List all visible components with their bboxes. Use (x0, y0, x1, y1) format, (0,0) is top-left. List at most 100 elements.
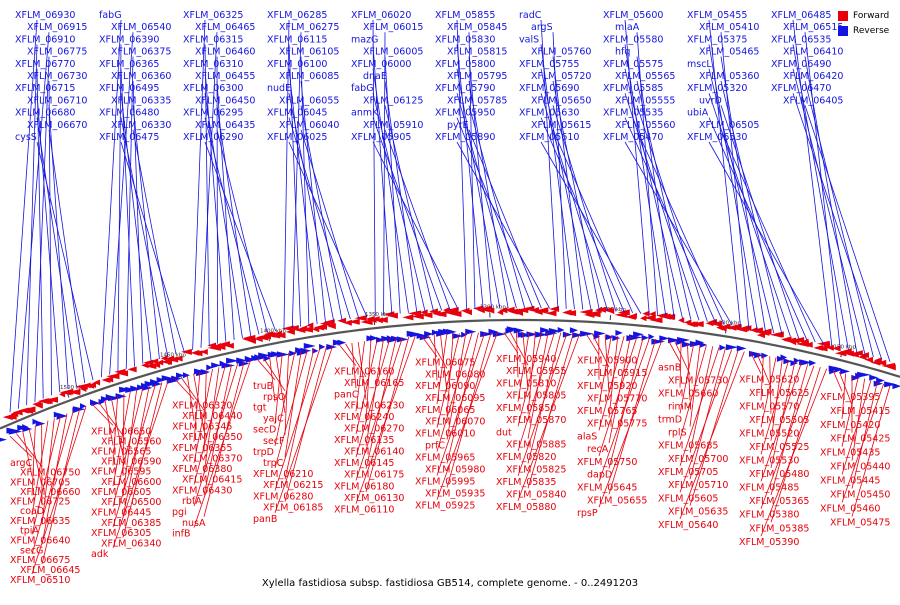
forward-gene-label: XFLM_06185 (263, 503, 323, 514)
reverse-gene-label: XFLM_06770 (15, 59, 75, 70)
reverse-gene-label: XFLM_06295 (183, 108, 243, 119)
forward-gene-label: XFLM_06430 (172, 485, 232, 496)
reverse-leader-line (457, 142, 550, 308)
forward-gene-label: XFLM_06075 (415, 358, 475, 369)
forward-gene-label: XFLM_05460 (820, 504, 880, 515)
forward-gene-label: prfC (425, 441, 445, 452)
reverse-gene-arrow (277, 352, 289, 358)
forward-gene-label: XFLM_05660 (658, 388, 718, 399)
reverse-gene-arrow (726, 344, 738, 350)
reverse-gene-label: XFLM_05565 (615, 71, 675, 82)
reverse-gene-label: XFLM_06020 (351, 10, 411, 21)
reverse-gene-label: XFLM_05890 (435, 132, 495, 143)
reverse-gene-arrow (857, 372, 871, 378)
reverse-gene-label: XFLM_06450 (195, 95, 255, 106)
legend-reverse: Reverse (838, 23, 889, 38)
reverse-gene-label: XFLM_05950 (435, 108, 495, 119)
forward-gene-label: XFLM_05820 (496, 452, 556, 463)
forward-gene-label: XFLM_06210 (253, 469, 313, 480)
forward-gene-label: XFLM_05420 (820, 420, 880, 431)
reverse-leader-line (373, 118, 442, 311)
reverse-gene-label: XFLM_05585 (603, 83, 663, 94)
forward-gene-label: panB (253, 514, 277, 525)
forward-gene-label: XFLM_06130 (344, 493, 404, 504)
forward-gene-label: XFLM_06215 (263, 480, 323, 491)
reverse-gene-label: cysS (15, 132, 37, 143)
reverse-gene-arrow (211, 362, 221, 368)
reverse-gene-label: XFLM_06310 (183, 59, 243, 70)
reverse-gene-label: XFLM_05600 (603, 10, 663, 21)
forward-gene-label: XFLM_06110 (334, 505, 394, 516)
forward-gene-label: XFLM_05980 (425, 464, 485, 475)
reverse-gene-arrow (493, 331, 507, 337)
reverse-gene-label: XFLM_05795 (447, 71, 507, 82)
reverse-gene-label: dnaE (363, 71, 387, 82)
forward-gene-label: XFLM_06175 (344, 470, 404, 481)
forward-gene-label: XFLM_05390 (739, 537, 799, 548)
reverse-gene-arrow (0, 437, 7, 443)
forward-gene-label: XFLM_05445 (820, 475, 880, 486)
reverse-gene-label: XFLM_05455 (687, 10, 747, 21)
reverse-leader-line (217, 130, 267, 333)
reverse-gene-label: XFLM_06470 (771, 83, 831, 94)
forward-gene-label: trpC (263, 458, 284, 469)
forward-gene-label: XFLM_05840 (506, 489, 566, 500)
reverse-gene-label: XFLM_06420 (783, 71, 843, 82)
reverse-gene-label: XFLM_05790 (435, 83, 495, 94)
forward-gene-label: truB (253, 381, 273, 392)
reverse-gene-label: XFLM_06535 (771, 34, 831, 45)
reverse-gene-label: XFLM_06910 (15, 34, 75, 45)
reverse-gene-label: XFLM_06005 (363, 47, 423, 58)
forward-gene-label: XFLM_06340 (101, 538, 161, 549)
reverse-gene-label: XFLM_05360 (699, 71, 759, 82)
forward-gene-label: tgt (253, 403, 267, 414)
reverse-gene-label: XFLM_06315 (183, 34, 243, 45)
reverse-gene-label: anmK (351, 108, 379, 119)
forward-gene-label: XFLM_06160 (334, 367, 394, 378)
reverse-gene-label: XFLM_05535 (603, 108, 663, 119)
reverse-gene-label: XFLM_06360 (111, 71, 171, 82)
reverse-gene-label: XFLM_06045 (267, 108, 327, 119)
forward-gene-label: XFLM_06180 (334, 481, 394, 492)
reverse-gene-label: XFLM_05755 (519, 59, 579, 70)
reverse-gene-label: XFLM_06275 (279, 22, 339, 33)
reverse-gene-arrow (594, 330, 606, 336)
reverse-gene-label: radC (519, 10, 542, 21)
reverse-gene-label: XFLM_05800 (435, 59, 495, 70)
reverse-gene-label: XFLM_06930 (15, 10, 75, 21)
forward-gene-label: XFLM_05425 (830, 434, 890, 445)
forward-gene-label: XFLM_05775 (587, 419, 647, 430)
forward-gene-label: trmD (658, 414, 682, 425)
reverse-leader-line (805, 105, 890, 361)
reverse-gene-label: hfq (615, 47, 630, 58)
reverse-gene-label: ubiA (687, 108, 709, 119)
reverse-leader-line (541, 118, 624, 313)
reverse-gene-label: XFLM_06335 (111, 95, 171, 106)
reverse-gene-label: valS (519, 34, 539, 45)
forward-gene-label: XFLM_05640 (658, 520, 718, 531)
forward-gene-label: XFLM_05485 (739, 482, 799, 493)
forward-gene-label: XFLM_05935 (425, 489, 485, 500)
reverse-gene-label: XFLM_06455 (195, 71, 255, 82)
reverse-swatch (838, 26, 848, 36)
forward-gene-label: XFLM_05480 (749, 469, 809, 480)
forward-gene-label: XFLM_05655 (587, 495, 647, 506)
forward-gene-label: secD (253, 425, 276, 436)
forward-gene-label: XFLM_05525 (749, 442, 809, 453)
legend-forward-label: Forward (853, 11, 889, 21)
reverse-gene-label: XFLM_05575 (603, 59, 663, 70)
forward-gene-label: rpsP (577, 508, 598, 519)
reverse-gene-label: XFLM_06085 (279, 71, 339, 82)
forward-gene-label: rplS (668, 428, 687, 439)
reverse-gene-arrow (892, 383, 900, 389)
forward-gene-label: trpD (253, 447, 274, 458)
reverse-gene-arrow (840, 368, 850, 374)
reverse-gene-label: XFLM_06915 (27, 22, 87, 33)
reverse-gene-label: XFLM_06125 (363, 95, 423, 106)
reverse-gene-label: miaA (615, 22, 640, 33)
forward-gene-label: XFLM_05730 (668, 375, 728, 386)
reverse-gene-label: XFLM_05760 (531, 47, 591, 58)
reverse-gene-label: XFLM_05830 (435, 34, 495, 45)
legend-forward: Forward (838, 8, 889, 23)
reverse-gene-label: XFLM_06015 (363, 22, 423, 33)
